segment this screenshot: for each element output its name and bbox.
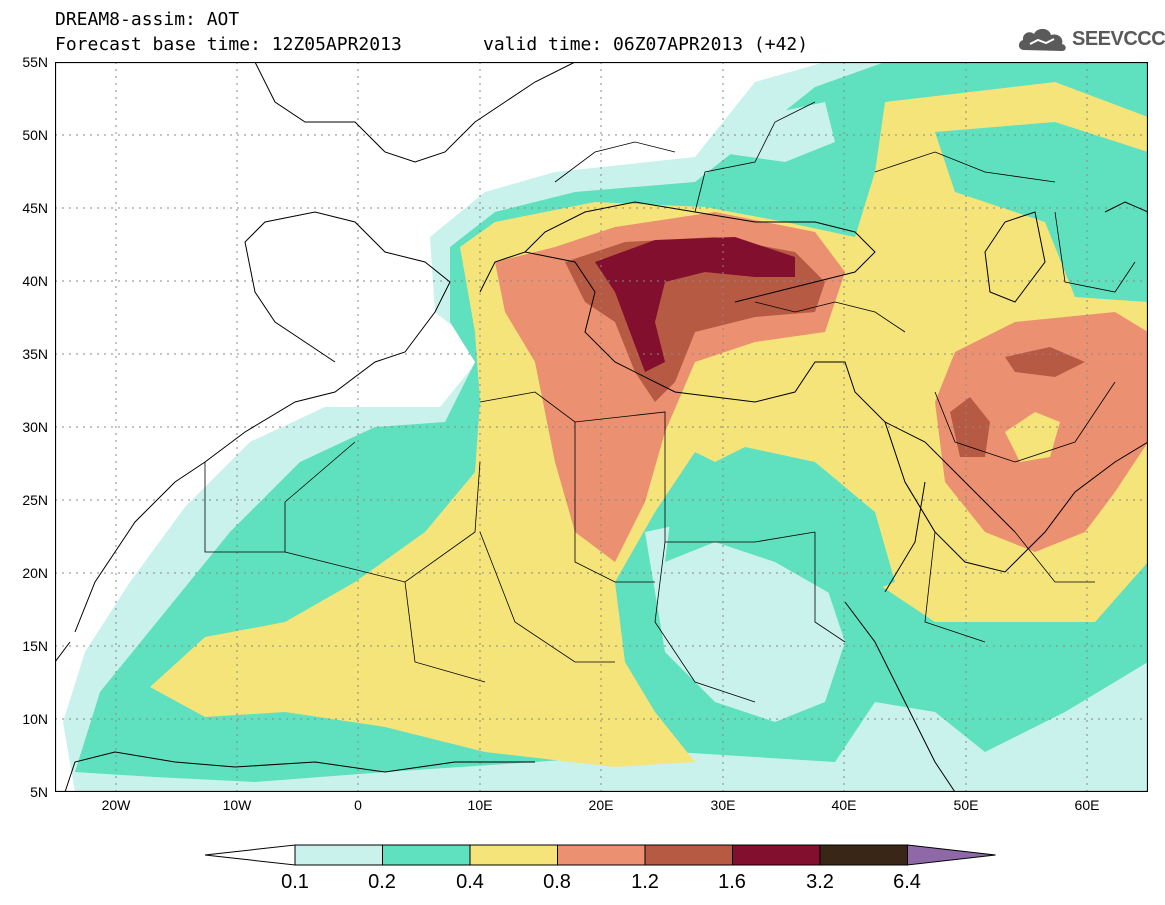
colorbar-label: 1.6 (718, 871, 746, 893)
aot-band-0.4-arabia (1005, 412, 1060, 462)
aot-band-0.1-russia (715, 102, 835, 162)
colorbar-segment (557, 844, 646, 866)
colorbar-label: 0.1 (281, 871, 309, 893)
y-tick-label: 25N (22, 492, 48, 508)
y-tick-label: 50N (22, 127, 48, 143)
colorbar-min-arrow (205, 844, 296, 866)
x-tick-label: 20W (101, 797, 131, 813)
x-tick-label: 30E (710, 797, 736, 813)
cloud-icon (1018, 28, 1066, 51)
colorbar-label: 0.8 (543, 871, 571, 893)
colorbar-segment (644, 844, 733, 866)
x-tick-label: 40E (831, 797, 857, 813)
coastlines (55, 62, 1148, 792)
y-tick-label: 55N (22, 54, 48, 70)
x-tick-label: 50E (953, 797, 979, 813)
logo-text: SEEVCCC (1072, 28, 1165, 50)
colorbar-segment (469, 844, 558, 866)
x-tick-label: 20E (588, 797, 614, 813)
y-tick-label: 30N (22, 419, 48, 435)
colorbar-max-arrow (907, 844, 996, 866)
colorbar (205, 844, 996, 866)
y-tick-label: 5N (30, 784, 48, 800)
country-borders (204, 101, 1136, 703)
x-tick-label: 60E (1074, 797, 1100, 813)
x-tick-label: 10E (467, 797, 493, 813)
colorbar-label: 0.4 (456, 871, 484, 893)
colorbar-segment (819, 844, 908, 866)
map-frame (55, 62, 1148, 792)
aot-band-0.2-egypt (665, 447, 895, 602)
colorbar-label: 6.4 (893, 871, 921, 893)
colorbar-label: 3.2 (806, 871, 834, 893)
y-tick-label: 20N (22, 565, 48, 581)
aot-band-1.6 (595, 237, 795, 372)
colorbar-label: 1.2 (631, 871, 659, 893)
map-title: DREAM8-assim: AOT (55, 9, 240, 30)
aot-band-0.2-russia (935, 122, 1148, 302)
y-tick-label: 10N (22, 711, 48, 727)
y-tick-label: 40N (22, 273, 48, 289)
aot-map (55, 62, 1148, 792)
valid-time: valid time: 06Z07APR2013 (+42) (483, 34, 809, 55)
y-tick-label: 35N (22, 346, 48, 362)
aot-fields (63, 62, 1148, 792)
y-tick-label: 45N (22, 200, 48, 216)
y-tick-label: 15N (22, 638, 48, 654)
forecast-base-time: Forecast base time: 12Z05APR2013 (55, 34, 402, 55)
colorbar-segment (294, 844, 383, 866)
x-tick-label: 10W (222, 797, 252, 813)
aot-band-1.2-gulf (950, 397, 990, 457)
x-tick-label: 0 (354, 797, 362, 813)
seevccc-logo: SEEVCCC (1016, 24, 1165, 56)
colorbar-label: 0.2 (368, 871, 396, 893)
lat-lon-grid (55, 62, 1148, 792)
colorbar-segment (382, 844, 471, 866)
colorbar-segment (732, 844, 821, 866)
